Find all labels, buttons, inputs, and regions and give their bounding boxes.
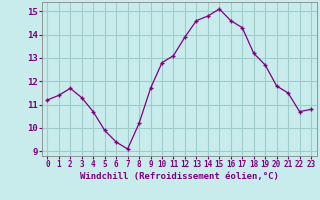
- X-axis label: Windchill (Refroidissement éolien,°C): Windchill (Refroidissement éolien,°C): [80, 172, 279, 181]
